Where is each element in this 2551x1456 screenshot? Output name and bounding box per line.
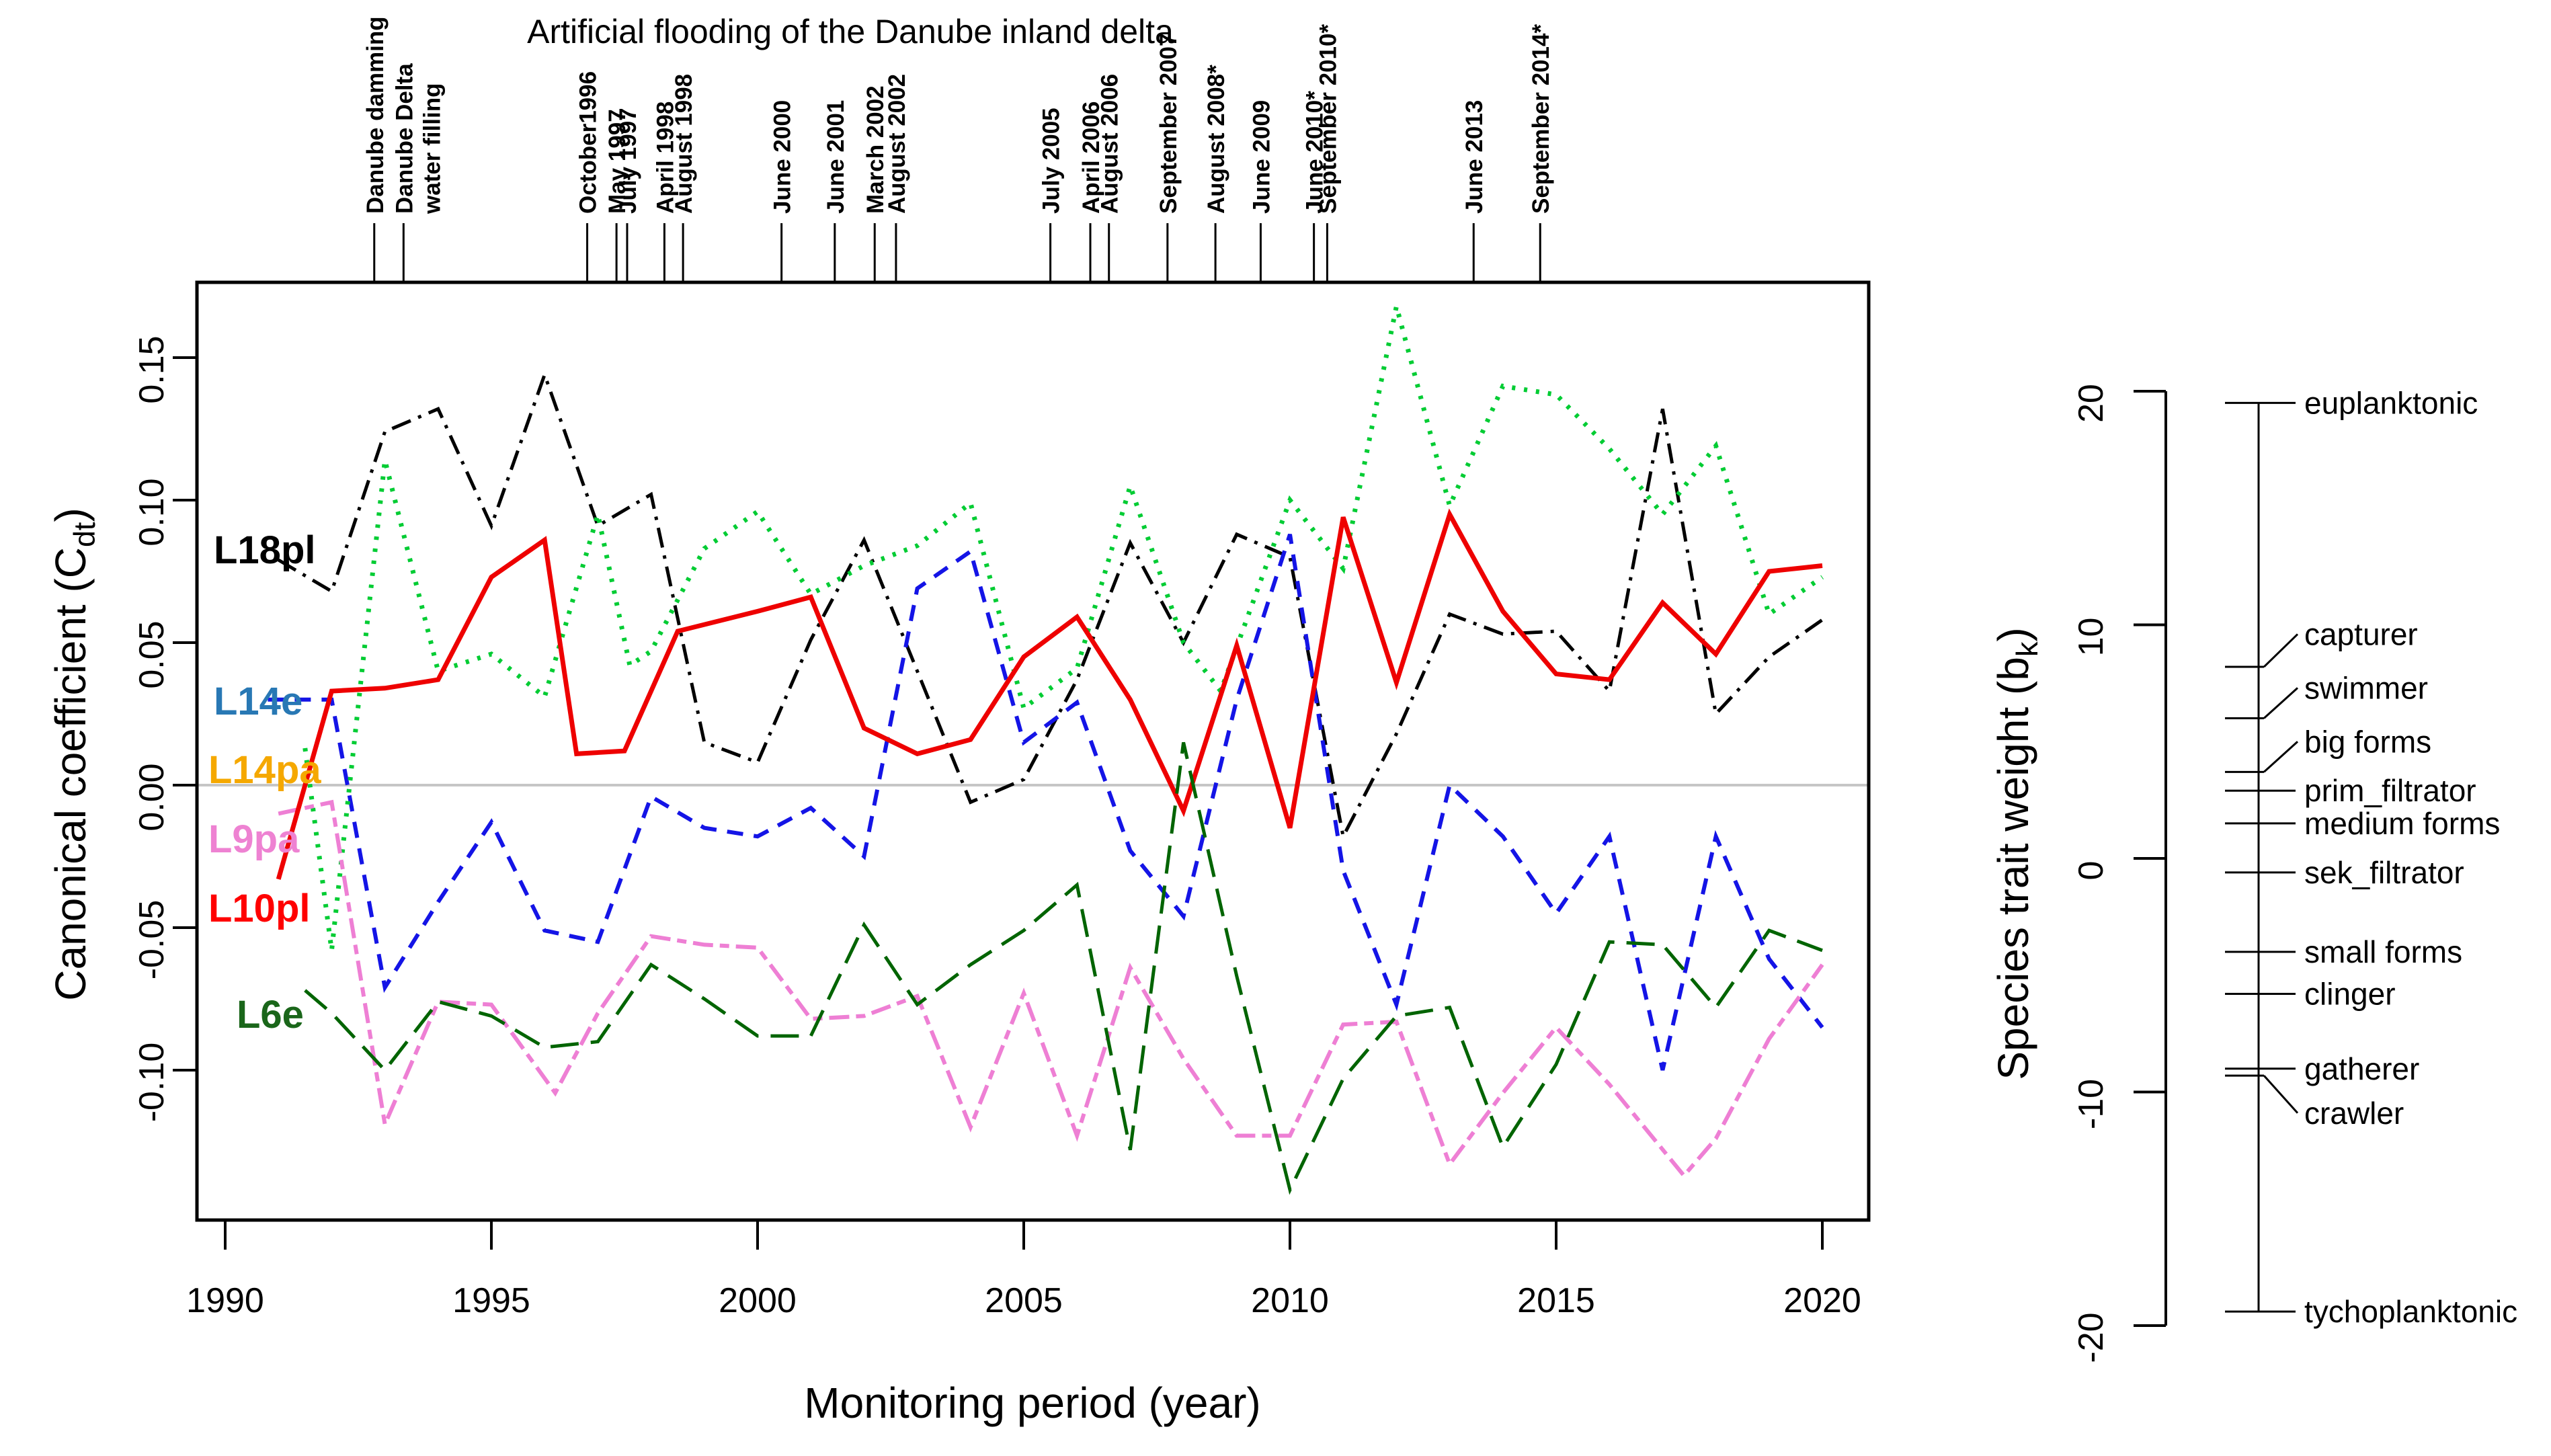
trait-label: medium forms [2304, 806, 2500, 841]
series-line-layer [268, 305, 1824, 1195]
x-tick-label: 2010 [1251, 1281, 1329, 1320]
series-line-L18pl [277, 369, 1824, 842]
bk-tick-label: 20 [2072, 384, 2111, 423]
series-label-L6e: L6e [237, 993, 304, 1037]
event-label: June 2013 [1461, 100, 1488, 214]
event-label: September 2014* [1528, 24, 1554, 214]
event-label: September 2010* [1315, 24, 1341, 214]
trait-connector [2263, 1075, 2299, 1114]
bk-tick-label: -20 [2072, 1312, 2111, 1363]
trait-connector [2263, 741, 2299, 773]
event-label: April 1998 [652, 102, 678, 214]
event-label: Danube damming [362, 16, 389, 214]
series-label-L14pa: L14pa [208, 748, 321, 792]
x-tick-label: 2000 [719, 1281, 797, 1320]
plot-frame [195, 280, 1871, 1222]
series-label-L10pl: L10pl [208, 887, 311, 930]
event-label: June 2001 [823, 100, 849, 214]
event-label: June 2009 [1248, 100, 1274, 214]
y-tick-label: 0.15 [132, 335, 171, 403]
event-label-line2: water filling [419, 83, 445, 214]
trait-axis-layer: 20 10 0 -10 -20 euplanktonic capturer swimmer bi… [2072, 384, 2517, 1363]
event-label: April 2006 [1078, 102, 1104, 214]
trait-axis-title: Species trait weight (bk) [1989, 627, 2044, 1080]
event-label: June 2000 [770, 100, 796, 214]
trait-label: euplanktonic [2304, 385, 2478, 420]
axis-layer: 0.15 0.10 0.05 0.00 -0.05 -0.10 [132, 335, 1824, 1250]
trait-label: gatherer [2304, 1051, 2419, 1086]
x-axis-title: Monitoring period (year) [804, 1379, 1261, 1427]
event-label: August 1998 [671, 74, 697, 214]
y-tick-label: -0.05 [132, 900, 171, 980]
trait-label: small forms [2304, 934, 2462, 969]
bk-tick-label: 10 [2072, 618, 2111, 657]
chart-title: Artificial flooding of the Danube inland… [527, 13, 1174, 50]
x-tick-label: 1995 [452, 1281, 530, 1320]
trait-connector [2263, 633, 2299, 668]
y-tick-label: 0.10 [132, 478, 171, 546]
bk-tick-label: -10 [2072, 1079, 2111, 1129]
event-marker-layer: Danube damming Danube Delta water filling O… [362, 16, 1554, 282]
trait-label: prim_filtrator [2304, 773, 2476, 808]
event-label: March 2002 [862, 85, 889, 214]
x-tick-label: 1990 [186, 1281, 264, 1320]
trait-label: big forms [2304, 724, 2431, 759]
event-label: August 2006 [1097, 74, 1123, 214]
x-tick-label: 2005 [985, 1281, 1063, 1320]
series-line-L10pl [276, 508, 1823, 880]
series-label-L18pl: L18pl [214, 528, 316, 572]
plot-frame-layer [195, 280, 1871, 1222]
x-tick-label: 2015 [1517, 1281, 1595, 1320]
y-tick-label: 0.00 [132, 763, 171, 831]
trait-label: sek_filtrator [2304, 855, 2464, 890]
y-tick-label: -0.10 [132, 1043, 171, 1123]
event-label: August 2008* [1203, 65, 1229, 214]
series-line-L14e [268, 533, 1824, 1071]
event-label: Danube Delta [391, 63, 417, 214]
series-line-L6e [304, 741, 1823, 1195]
y-axis-title: Canonical coefficient (Cdt) [46, 508, 102, 1001]
trait-connector [2263, 687, 2299, 719]
y-tick-label: 0.05 [132, 620, 171, 688]
trait-label: tychoplanktonic [2304, 1294, 2517, 1329]
x-tick-label: 2020 [1783, 1281, 1861, 1320]
trait-label: swimmer [2304, 670, 2428, 705]
event-label: August 2002 [884, 74, 910, 214]
series-line-L9pa [278, 799, 1824, 1179]
trait-label: crawler [2304, 1096, 2404, 1131]
event-label: July 2005 [1039, 108, 1065, 214]
series-label-L14e: L14e [214, 680, 303, 723]
bk-tick-label: 0 [2072, 861, 2111, 881]
event-label: September 2007 [1156, 34, 1182, 214]
series-label-L9pa: L9pa [208, 817, 300, 861]
event-label: October1996 [575, 71, 602, 214]
trait-label: capturer [2304, 616, 2418, 651]
event-label: June 2010* [1302, 91, 1328, 214]
trait-label: clinger [2304, 977, 2396, 1012]
event-label: July 1997 [615, 108, 641, 214]
event-label: May 1997 [604, 109, 631, 214]
